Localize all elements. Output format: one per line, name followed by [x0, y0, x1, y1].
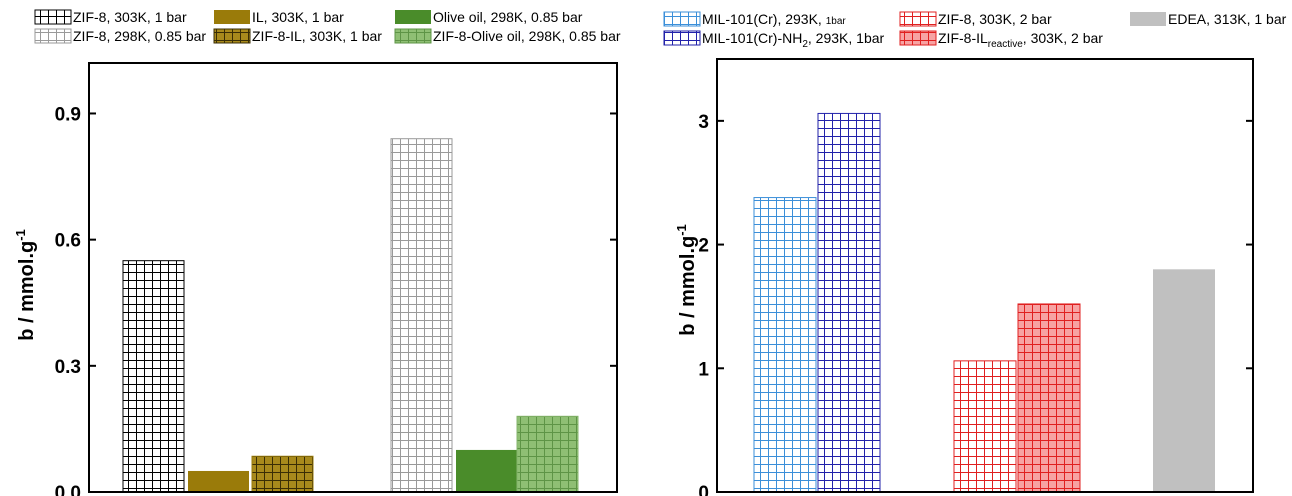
legend-label: ZIF-8, 303K, 1 bar	[73, 9, 187, 25]
bar	[817, 112, 881, 493]
y-tick-label: 0.3	[55, 357, 81, 378]
plot-frame	[88, 62, 618, 493]
y-tick-label: 0	[698, 483, 709, 496]
legend-label: ZIF-8-IL, 303K, 1 bar	[252, 28, 382, 44]
legend-label: EDEA, 313K, 1 bar	[1168, 11, 1287, 27]
legend-item: EDEA, 313K, 1 bar	[1130, 11, 1287, 27]
legend-item: ZIF-8, 303K, 1 bar	[34, 9, 187, 25]
legend-label: ZIF-8-ILreactive, 303K, 2 bar	[938, 30, 1103, 50]
bar	[122, 260, 185, 493]
legend-label: Olive oil, 298K, 0.85 bar	[433, 9, 583, 25]
bar	[1017, 303, 1081, 493]
legend-item: MIL-101(Cr), 293K, 1bar	[663, 11, 846, 27]
bars	[122, 138, 579, 493]
bar	[1153, 269, 1215, 492]
y-tick-label: 3	[698, 112, 709, 133]
y-tick-label: 0.0	[55, 483, 81, 496]
y-axis-label: b / mmol.g-1	[13, 229, 38, 341]
legend-item: Olive oil, 298K, 0.85 bar	[395, 9, 583, 25]
plot-frame	[716, 58, 1254, 493]
chart-right: b / mmol.g-1 0 1 2 3	[674, 58, 1254, 496]
bar	[953, 360, 1017, 493]
legend-item: ZIF-8, 303K, 2 bar	[899, 11, 1052, 27]
legend-left: ZIF-8, 303K, 1 bar IL, 303K, 1 bar Olive…	[34, 9, 621, 44]
y-tick-label: 0.6	[55, 231, 81, 252]
legend-label: ZIF-8-Olive oil, 298K, 0.85 bar	[433, 28, 621, 44]
bars	[753, 112, 1215, 493]
legend-label: MIL-101(Cr), 293K, 1bar	[702, 11, 846, 27]
chart-left: b / mmol.g-1 0.0 0.3 0.6 0.9	[13, 62, 618, 496]
legend-item: MIL-101(Cr)-NH2, 293K, 1bar	[663, 30, 885, 50]
y-tick-label: 2	[698, 236, 709, 257]
y-axis-label: b / mmol.g-1	[674, 224, 699, 336]
bar	[188, 470, 249, 492]
bar	[753, 197, 817, 493]
y-tick-label: 1	[698, 359, 709, 380]
legend-item: IL, 303K, 1 bar	[214, 9, 344, 25]
legend-item: ZIF-8-IL, 303K, 1 bar	[213, 28, 382, 44]
legend-label: MIL-101(Cr)-NH2, 293K, 1bar	[702, 30, 885, 50]
bar	[516, 415, 579, 493]
bar	[251, 455, 314, 493]
legend-label: IL, 303K, 1 bar	[252, 9, 344, 25]
legend-right: MIL-101(Cr), 293K, 1bar ZIF-8, 303K, 2 b…	[663, 11, 1287, 50]
legend-item: ZIF-8-ILreactive, 303K, 2 bar	[899, 30, 1103, 50]
legend-label: ZIF-8, 298K, 0.85 bar	[73, 28, 206, 44]
legend-item: ZIF-8-Olive oil, 298K, 0.85 bar	[394, 28, 621, 44]
y-tick-label: 0.9	[55, 104, 81, 125]
bar	[456, 449, 517, 492]
legend-label: ZIF-8, 303K, 2 bar	[938, 11, 1052, 27]
legend-item: ZIF-8, 298K, 0.85 bar	[34, 28, 206, 44]
y-ticks: 0.0 0.3 0.6 0.9	[55, 104, 617, 496]
bar	[390, 138, 453, 493]
